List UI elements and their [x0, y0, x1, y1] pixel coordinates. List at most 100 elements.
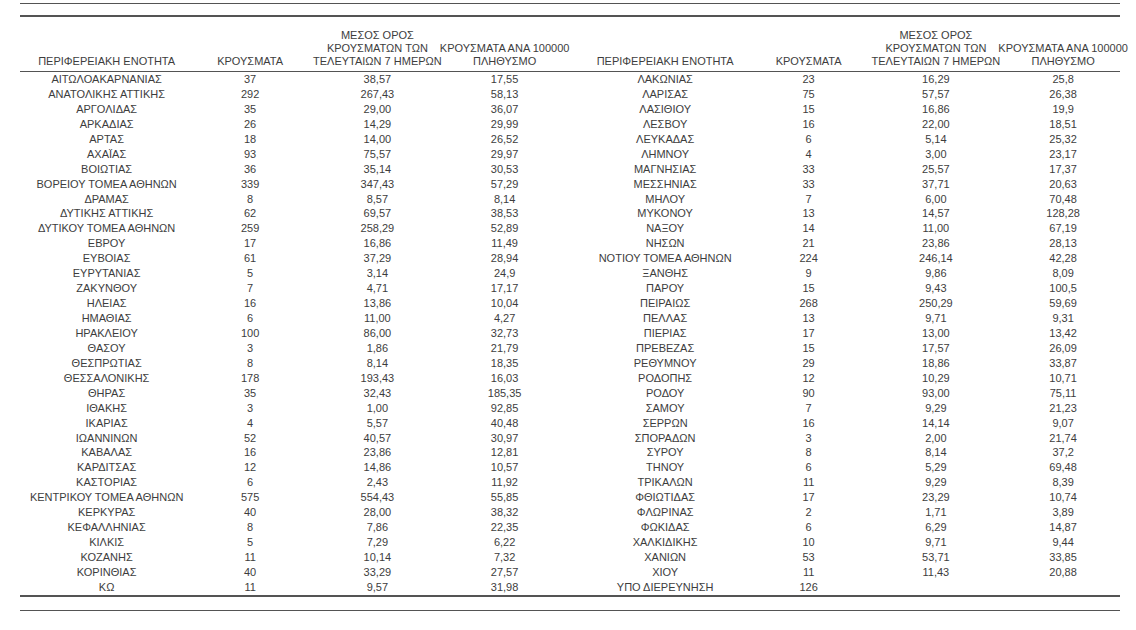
avg7day-cell: 13,00 [865, 326, 1006, 341]
table-row: ΜΑΓΝΗΣΙΑΣ3325,5717,37 [579, 162, 1121, 177]
table-row: ΠΕΛΛΑΣ139,719,31 [579, 311, 1121, 326]
table-row: ΚΕΝΤΡΙΚΟΥ ΤΟΜΕΑ ΑΘΗΝΩΝ575554,4355,85 [20, 490, 562, 505]
region-cell: ΣΕΡΡΩΝ [579, 416, 752, 431]
per100k-cell: 55,85 [448, 490, 562, 505]
region-cell: ΗΜΑΘΙΑΣ [20, 311, 193, 326]
table-row: ΧΑΛΚΙΔΙΚΗΣ109,719,44 [579, 535, 1121, 550]
cases-cell: 23 [752, 72, 866, 87]
avg7day-cell: 9,86 [865, 266, 1006, 281]
avg7day-cell: 14,86 [307, 460, 448, 475]
per100k-cell: 30,53 [448, 162, 562, 177]
cases-cell: 15 [752, 281, 866, 296]
region-cell: ΚΕΦΑΛΛΗΝΙΑΣ [20, 520, 193, 535]
per100k-cell: 8,14 [448, 192, 562, 207]
per100k-cell: 3,89 [1006, 505, 1120, 520]
per100k-cell: 38,53 [448, 206, 562, 221]
table-row: ΜΥΚΟΝΟΥ1314,57128,28 [579, 206, 1121, 221]
table-row: ΔΥΤΙΚΗΣ ΑΤΤΙΚΗΣ6269,5738,53 [20, 206, 562, 221]
per100k-cell: 9,31 [1006, 311, 1120, 326]
cases-cell: 6 [752, 460, 866, 475]
cases-cell: 4 [193, 416, 307, 431]
per100k-cell: 185,35 [448, 386, 562, 401]
per100k-cell: 67,19 [1006, 221, 1120, 236]
table-row: ΚΕΡΚΥΡΑΣ4028,0038,32 [20, 505, 562, 520]
table-row: ΡΟΔΟΥ9093,0075,11 [579, 386, 1121, 401]
cases-cell: 11 [193, 580, 307, 595]
per100k-cell: 24,9 [448, 266, 562, 281]
column-header-avg7day: ΜΕΣΟΣ ΟΡΟΣ ΚΡΟΥΣΜΑΤΩΝ ΤΩΝ ΤΕΛΕΥΤΑΙΩΝ 7 Η… [865, 17, 1006, 71]
avg7day-cell: 86,00 [307, 326, 448, 341]
table-row: ΖΑΚΥΝΘΟΥ74,7117,17 [20, 281, 562, 296]
region-cell: ΣΠΟΡΑΔΩΝ [579, 431, 752, 446]
table-row: ΡΕΘΥΜΝΟΥ2918,8633,87 [579, 356, 1121, 371]
region-cell: ΛΗΜΝΟΥ [579, 147, 752, 162]
region-cell: ΑΙΤΩΛΟΑΚΑΡΝΑΝΙΑΣ [20, 72, 193, 87]
column-header-cases-label: ΚΡΟΥΣΜΑΤΑ [776, 55, 842, 68]
per100k-cell: 11,49 [448, 236, 562, 251]
cases-cell: 178 [193, 371, 307, 386]
per100k-cell [1006, 580, 1120, 595]
table-row: ΚΙΛΚΙΣ57,296,22 [20, 535, 562, 550]
region-cell: ΧΑΛΚΙΔΙΚΗΣ [579, 535, 752, 550]
column-header-avg7day-line2: ΚΡΟΥΣΜΑΤΩΝ ΤΩΝ [327, 42, 428, 55]
table-row: ΜΗΛΟΥ76,0070,48 [579, 192, 1121, 207]
column-header-cases: ΚΡΟΥΣΜΑΤΑ [193, 17, 307, 71]
avg7day-cell: 38,57 [307, 72, 448, 87]
cases-cell: 33 [752, 162, 866, 177]
cases-cell: 12 [193, 460, 307, 475]
table-row: ΗΛΕΙΑΣ1613,8610,04 [20, 296, 562, 311]
table-row: ΡΟΔΟΠΗΣ1210,2910,71 [579, 371, 1121, 386]
avg7day-cell: 2,43 [307, 475, 448, 490]
region-cell: ΑΡΚΑΔΙΑΣ [20, 117, 193, 132]
cases-cell: 16 [752, 117, 866, 132]
table-row: ΦΩΚΙΔΑΣ66,2914,87 [579, 520, 1121, 535]
table-row: ΘΕΣΠΡΩΤΙΑΣ88,1418,35 [20, 356, 562, 371]
column-header-cases: ΚΡΟΥΣΜΑΤΑ [752, 17, 866, 71]
cases-cell: 5 [193, 535, 307, 550]
per100k-cell: 12,81 [448, 445, 562, 460]
table-row: ΜΕΣΣΗΝΙΑΣ3337,7120,63 [579, 177, 1121, 192]
cases-cell: 52 [193, 431, 307, 446]
table-row: ΚΟΖΑΝΗΣ1110,147,32 [20, 550, 562, 565]
per100k-cell: 4,27 [448, 311, 562, 326]
cases-cell: 6 [193, 311, 307, 326]
column-header-avg7day-line1: ΜΕΣΟΣ ΟΡΟΣ [341, 29, 414, 42]
region-cell: ΠΕΙΡΑΙΩΣ [579, 296, 752, 311]
per100k-cell: 33,85 [1006, 550, 1120, 565]
avg7day-cell: 75,57 [307, 147, 448, 162]
avg7day-cell: 9,57 [307, 580, 448, 595]
table-row: ΒΟΙΩΤΙΑΣ3635,1430,53 [20, 162, 562, 177]
region-cell: ΜΗΛΟΥ [579, 192, 752, 207]
avg7day-cell: 18,86 [865, 356, 1006, 371]
table-row: ΠΙΕΡΙΑΣ1713,0013,42 [579, 326, 1121, 341]
table-header-row-left: ΠΕΡΙΦΕΡΕΙΑΚΗ ΕΝΟΤΗΤΑ ΚΡΟΥΣΜΑΤΑ ΜΕΣΟΣ ΟΡΟ… [20, 17, 562, 71]
cases-cell: 16 [752, 416, 866, 431]
cases-cell: 29 [752, 356, 866, 371]
table-row: ΣΠΟΡΑΔΩΝ32,0021,74 [579, 431, 1121, 446]
cases-cell: 33 [752, 177, 866, 192]
avg7day-cell: 13,86 [307, 296, 448, 311]
avg7day-cell: 8,57 [307, 192, 448, 207]
region-cell: ΝΟΤΙΟΥ ΤΟΜΕΑ ΑΘΗΝΩΝ [579, 251, 752, 266]
per100k-cell: 20,63 [1006, 177, 1120, 192]
per100k-cell: 21,23 [1006, 401, 1120, 416]
per100k-cell: 32,73 [448, 326, 562, 341]
table-row: ΔΡΑΜΑΣ88,578,14 [20, 192, 562, 207]
table-row: ΛΑΡΙΣΑΣ7557,5726,38 [579, 87, 1121, 102]
region-cell: ΚΑΒΑΛΑΣ [20, 445, 193, 460]
region-cell: ΝΗΣΩΝ [579, 236, 752, 251]
column-header-per100k-line2: ΠΛΗΘΥΣΜΟ [473, 55, 536, 68]
table-row: ΚΕΦΑΛΛΗΝΙΑΣ87,8622,35 [20, 520, 562, 535]
per100k-cell: 18,51 [1006, 117, 1120, 132]
table-row: ΣΑΜΟΥ79,2921,23 [579, 401, 1121, 416]
avg7day-cell: 37,29 [307, 251, 448, 266]
avg7day-cell: 267,43 [307, 87, 448, 102]
per100k-cell: 9,44 [1006, 535, 1120, 550]
table-row: ΤΡΙΚΑΛΩΝ119,298,39 [579, 475, 1121, 490]
cases-cell: 268 [752, 296, 866, 311]
cases-cell: 40 [193, 565, 307, 580]
per100k-cell: 28,94 [448, 251, 562, 266]
region-cell: ΠΑΡΟΥ [579, 281, 752, 296]
region-cell: ΜΑΓΝΗΣΙΑΣ [579, 162, 752, 177]
per100k-cell: 26,38 [1006, 87, 1120, 102]
